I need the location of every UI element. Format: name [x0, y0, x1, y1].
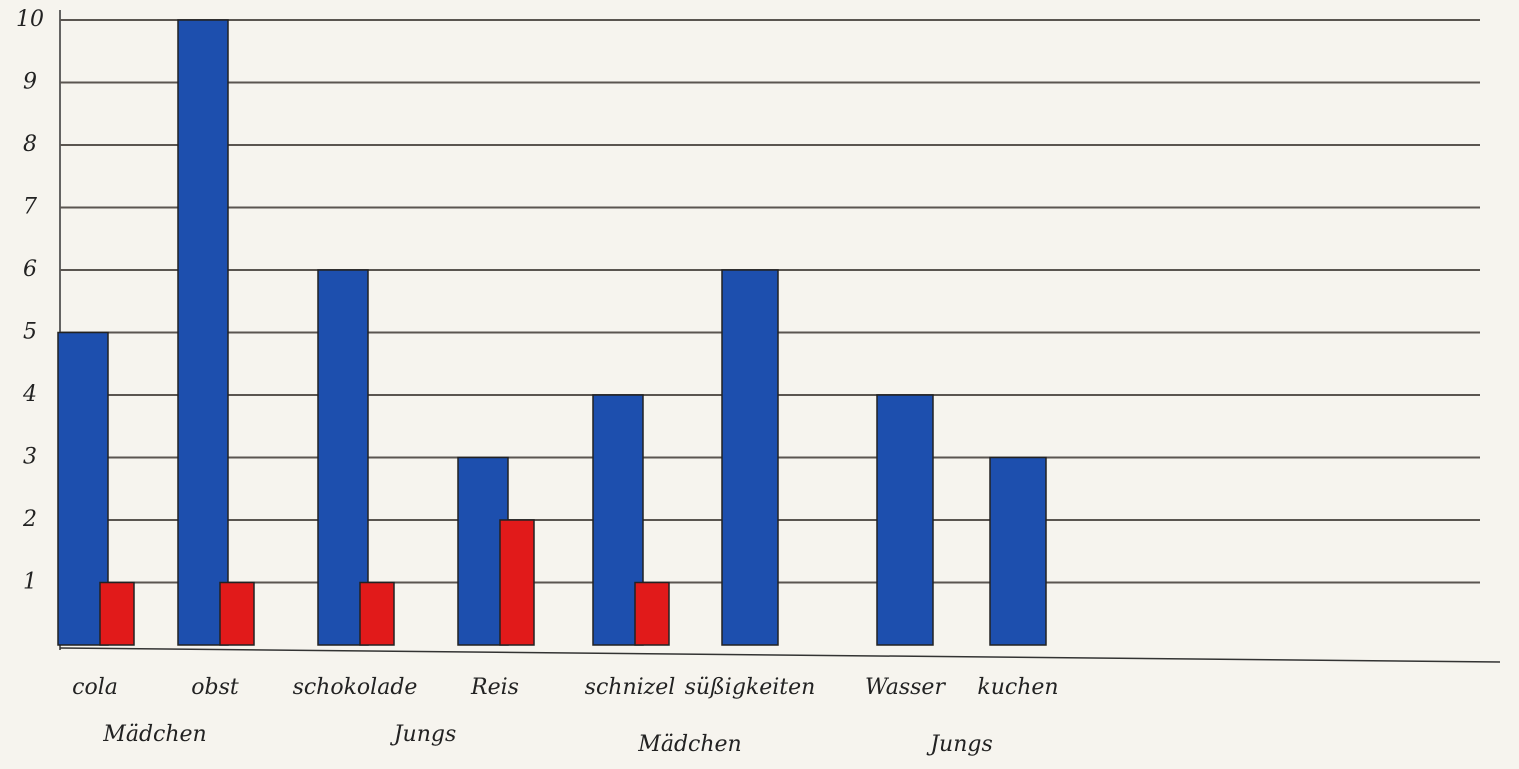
y-tick-label: 4: [22, 382, 37, 407]
bar: [359, 581, 395, 646]
x-tick-label: Wasser: [865, 675, 946, 700]
bar: [876, 394, 934, 646]
y-tick-label: 1: [23, 570, 37, 595]
bar: [177, 19, 229, 646]
x-axis: [59, 647, 1501, 663]
bar: [634, 581, 670, 646]
x-tick-label: schokolade: [293, 675, 418, 700]
bar: [317, 269, 369, 646]
x-tick-label: süßigkeiten: [685, 675, 816, 700]
y-tick-label: 2: [22, 507, 37, 532]
x-tick-label: cola: [72, 675, 118, 700]
group-label: Jungs: [926, 732, 993, 757]
x-tick-label: Reis: [470, 675, 519, 700]
y-tick-label: 10: [16, 7, 44, 32]
x-tick-label: obst: [191, 675, 239, 700]
group-label: Jungs: [390, 722, 457, 747]
y-tick-label: 9: [23, 70, 37, 95]
bar: [721, 269, 779, 646]
x-tick-label: kuchen: [977, 675, 1058, 700]
y-tick-label: 5: [23, 320, 37, 345]
group-label: Mädchen: [637, 732, 741, 757]
y-tick-label: 6: [23, 257, 37, 282]
group-label: Mädchen: [102, 722, 206, 747]
x-tick-label: schnizel: [585, 675, 676, 700]
y-tick-label: 7: [23, 195, 37, 220]
bar: [219, 581, 255, 646]
y-tick-label: 8: [23, 132, 37, 157]
bar: [99, 581, 135, 646]
bar: [499, 519, 535, 646]
bar: [989, 456, 1047, 646]
y-tick-label: 3: [23, 445, 37, 470]
